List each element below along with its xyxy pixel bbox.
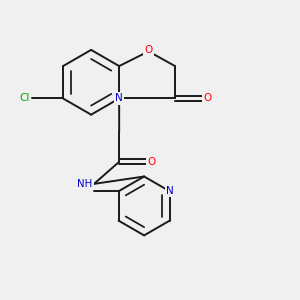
Text: O: O	[203, 94, 211, 103]
Text: N: N	[115, 94, 123, 103]
Text: O: O	[147, 157, 156, 167]
Text: O: O	[144, 45, 153, 55]
Text: N: N	[166, 186, 173, 196]
Text: NH: NH	[77, 179, 93, 189]
Text: Cl: Cl	[19, 94, 29, 103]
